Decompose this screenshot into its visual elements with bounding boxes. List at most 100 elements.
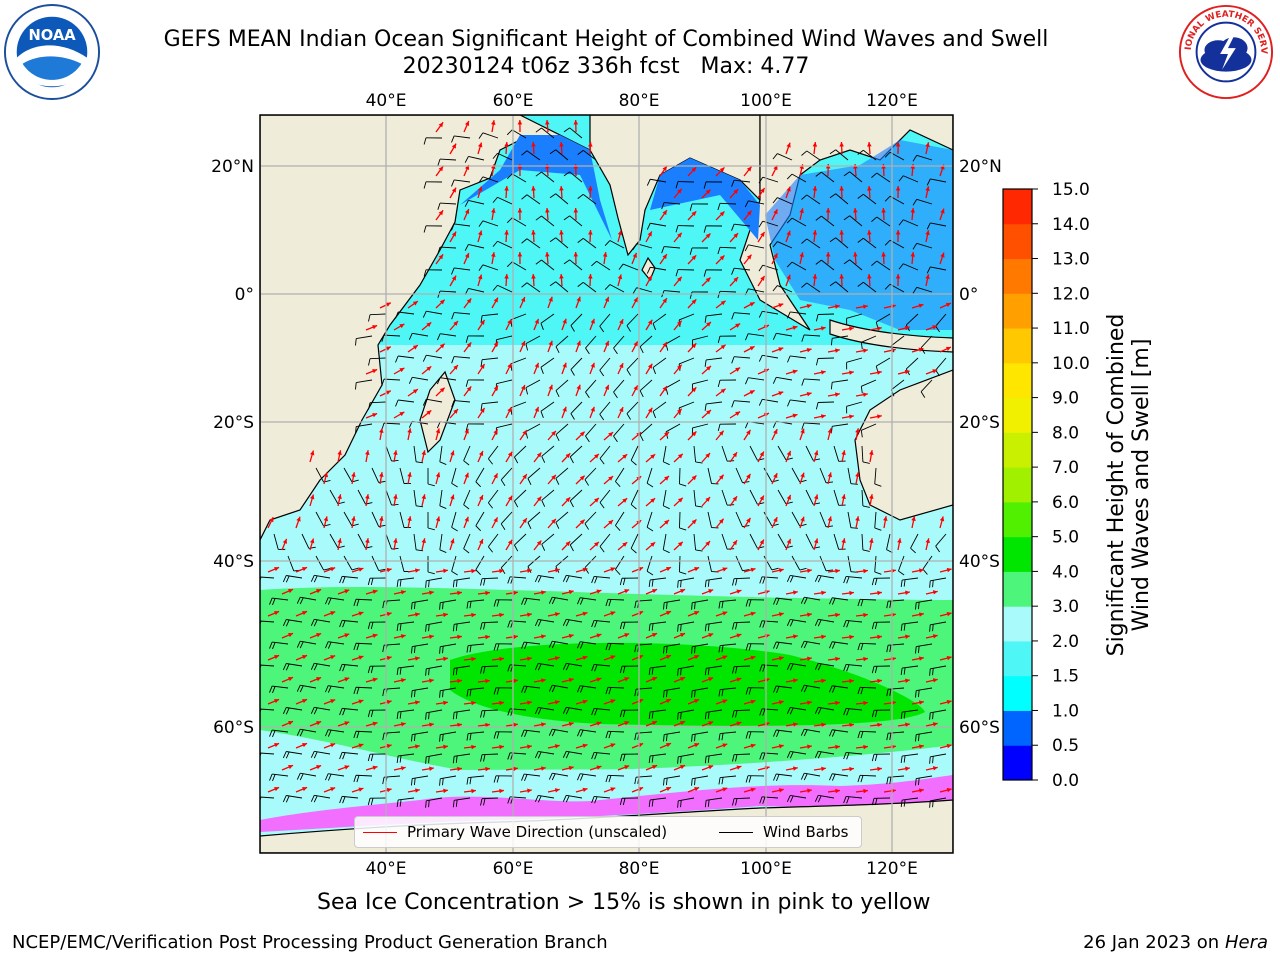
- wind-barb-feather: [721, 689, 724, 697]
- wind-barb-feather: [817, 751, 822, 759]
- wind-barb-feather: [551, 597, 556, 605]
- wind-barb: [804, 378, 821, 381]
- wave-arrow-head: [867, 142, 872, 147]
- wind-barb-feather: [619, 710, 623, 718]
- wind-barb-feather: [860, 775, 864, 783]
- wave-arrow-head: [480, 407, 485, 413]
- wind-barb-feather: [918, 778, 920, 786]
- wind-barb-feather: [439, 602, 441, 610]
- wave-arrow-head: [330, 743, 336, 748]
- wave-arrow-head: [867, 230, 872, 235]
- wind-barb-feather: [829, 773, 833, 781]
- wave-arrow-head: [344, 677, 350, 682]
- wind-barb: [514, 489, 527, 502]
- wind-barb-feather: [428, 756, 430, 764]
- wind-barb-feather: [817, 707, 822, 715]
- wave-arrow-head: [517, 208, 523, 213]
- wind-barb-feather: [618, 263, 624, 270]
- wind-barb: [762, 354, 779, 359]
- wind-barb-feather: [455, 623, 458, 631]
- wind-barb: [777, 489, 787, 505]
- wave-arrow-head: [834, 348, 840, 353]
- wind-barb-feather: [903, 799, 906, 807]
- wind-barb-feather: [594, 620, 598, 628]
- wave-arrow-head: [513, 678, 518, 684]
- wave-arrow-head: [863, 612, 868, 618]
- wave-arrow-head: [778, 303, 784, 308]
- wind-barb-feather: [478, 220, 484, 227]
- wave-arrow-head: [565, 453, 571, 459]
- wave-arrow-head: [372, 677, 378, 683]
- wind-barb: [748, 288, 765, 293]
- wave-arrow-head: [736, 765, 742, 770]
- wave-arrow-head: [588, 142, 593, 147]
- wind-barb: [385, 533, 392, 550]
- wind-barb-feather: [537, 795, 542, 803]
- wind-barb: [652, 401, 667, 412]
- wind-barb-feather: [382, 733, 385, 741]
- wind-barb: [439, 158, 457, 161]
- wind-barb: [790, 355, 807, 359]
- wind-barb-feather: [541, 456, 546, 463]
- wave-arrow-head: [548, 340, 553, 346]
- wind-barb: [585, 335, 597, 349]
- lon-label-bottom: 40°E: [366, 859, 407, 879]
- wave-arrow-head: [746, 254, 752, 260]
- wind-barb: [454, 267, 471, 271]
- wave-arrow-head: [365, 450, 370, 455]
- wind-barb-feather: [339, 752, 343, 760]
- wind-barb-feather: [886, 777, 889, 785]
- wave-arrow-head: [443, 568, 448, 574]
- wind-barb-feather: [563, 259, 570, 265]
- wind-barb: [791, 555, 801, 571]
- wave-arrow-head: [807, 656, 812, 662]
- wind-barb: [540, 401, 555, 412]
- wind-barb-feather: [413, 645, 416, 654]
- colorbar-ticks: 0.00.51.01.52.03.04.05.06.07.08.09.010.0…: [1032, 180, 1090, 791]
- wave-arrow-head: [471, 700, 476, 706]
- wave-arrow-head: [372, 721, 378, 727]
- wind-barb-feather: [829, 597, 833, 605]
- wind-barb: [898, 555, 905, 572]
- wave-arrow-head: [499, 744, 504, 750]
- wave-arrow-head: [807, 700, 812, 706]
- wind-barb-feather: [569, 456, 574, 464]
- wind-barb-feather: [789, 663, 794, 671]
- wind-barb-feather: [843, 620, 847, 628]
- wind-barb-feather: [368, 314, 371, 322]
- wave-arrow-head: [485, 634, 490, 640]
- wind-barb-feather: [677, 668, 679, 676]
- wind-barb: [922, 555, 933, 570]
- wind-barb-feather: [932, 624, 934, 632]
- wind-barb-feather: [871, 754, 875, 762]
- wind-barb-feather: [425, 800, 427, 808]
- wave-arrow-head: [881, 252, 886, 257]
- wind-barb: [454, 400, 471, 403]
- wind-barb-feather: [382, 645, 385, 653]
- wind-barb-feather: [874, 798, 878, 806]
- wave-arrow-head: [918, 347, 924, 352]
- wind-barb-feather: [282, 575, 287, 583]
- wind-barb-feather: [356, 731, 360, 739]
- wave-arrow-head: [749, 390, 755, 395]
- wind-barb: [371, 511, 380, 527]
- wind-barb-feather: [619, 622, 623, 630]
- wave-arrow-head: [274, 610, 280, 616]
- wave-arrow-head: [820, 414, 826, 419]
- wave-arrow-head: [559, 230, 564, 235]
- wave-arrow-head: [821, 678, 826, 684]
- wind-barb-feather: [423, 269, 427, 277]
- wind-barb: [343, 555, 353, 571]
- wind-barb-feather: [846, 664, 850, 672]
- wind-barb-feather: [487, 502, 493, 509]
- wave-arrow-head: [309, 538, 315, 544]
- wind-barb-feather: [439, 461, 447, 465]
- wind-barb-feather: [466, 777, 469, 785]
- wind-barb-feather: [562, 751, 567, 758]
- wind-barb-feather: [900, 755, 903, 764]
- wave-arrow-head: [677, 364, 682, 370]
- wave-arrow-head: [849, 326, 854, 331]
- wind-barb-feather: [549, 237, 556, 243]
- wave-arrow-head: [316, 677, 322, 682]
- wave-arrow-head: [662, 386, 667, 392]
